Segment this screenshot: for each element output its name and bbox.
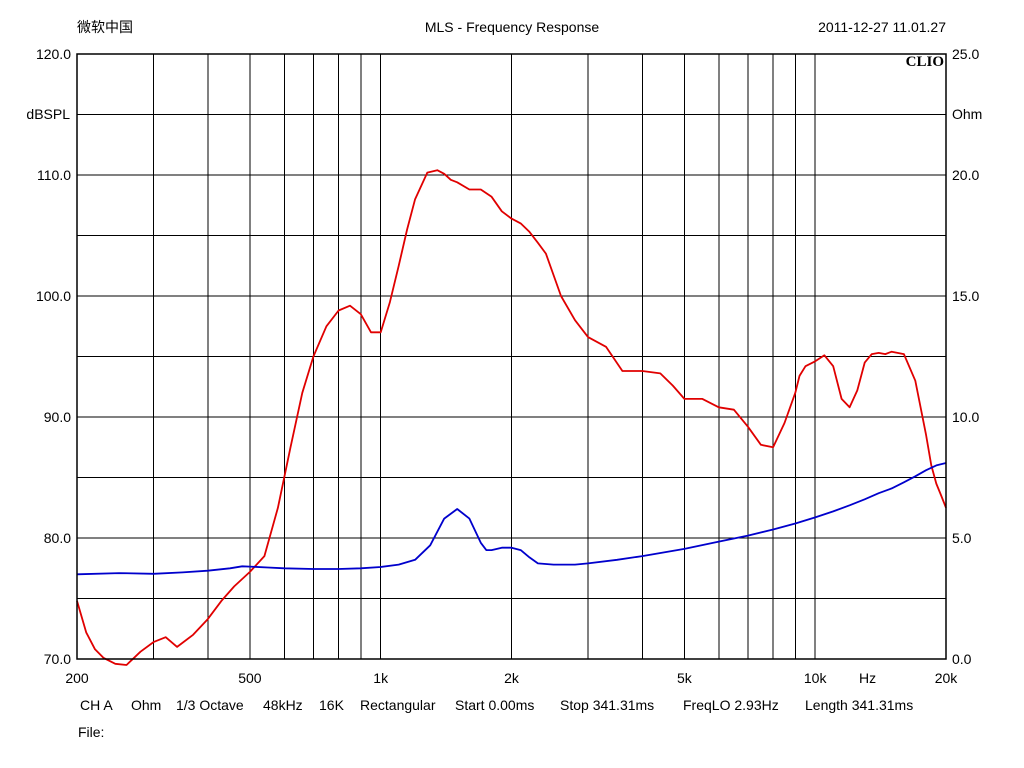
x-tick-label: 2k [504, 670, 519, 686]
footer-stop: Stop 341.31ms [560, 697, 655, 713]
y2-tick-label: 15.0 [952, 288, 980, 304]
y-tick-label: 80.0 [43, 530, 71, 546]
clio-logo: CLIO [905, 54, 944, 70]
footer-file-label: File: [78, 724, 105, 740]
chart-series [76, 169, 947, 666]
footer-channel: CH A [80, 697, 113, 713]
footer-length: Length 341.31ms [805, 697, 914, 713]
footer-start: Start 0.00ms [455, 697, 535, 713]
impedance-curve [76, 462, 947, 576]
x-tick-label: 500 [238, 670, 262, 686]
y-tick-label: 90.0 [43, 409, 71, 425]
y2-tick-label: 10.0 [952, 409, 980, 425]
timestamp: 2011-12-27 11.01.27 [818, 19, 946, 35]
x-tick-label: 200 [65, 670, 89, 686]
footer-smoothing: 1/3 Octave [176, 697, 244, 713]
plot-frame [76, 53, 947, 660]
x-tick-label: 1k [373, 670, 389, 686]
footer-window: Rectangular [360, 697, 436, 713]
spl-curve [76, 169, 947, 666]
y2-tick-label: 25.0 [952, 46, 980, 62]
y-axis-label: dBSPL [26, 106, 70, 122]
y2-tick-label: 20.0 [952, 167, 980, 183]
y2-tick-label: 0.0 [952, 651, 972, 667]
footer-fft-size: 16K [319, 697, 344, 713]
y-tick-label: 70.0 [43, 651, 71, 667]
y2-axis-label: Ohm [952, 106, 983, 122]
chart-grid [77, 54, 946, 659]
footer-sample-rate: 48kHz [263, 697, 303, 713]
y2-tick-label: 5.0 [952, 530, 972, 546]
y-tick-label: 110.0 [37, 167, 71, 183]
x-tick-label: 20k [934, 670, 958, 686]
footer-freqlo: FreqLO 2.93Hz [683, 697, 779, 713]
x-axis-unit: Hz [859, 670, 877, 686]
y-tick-label: 120.0 [35, 46, 71, 62]
chart-title: MLS - Frequency Response [424, 19, 600, 35]
y-tick-label: 100.0 [35, 288, 71, 304]
chart-frame [76, 53, 947, 660]
x-tick-label: 5k [676, 670, 692, 686]
header-left-text: 微软中国 [77, 19, 133, 35]
x-tick-label: 10k [803, 670, 827, 686]
footer-unit: Ohm [131, 697, 162, 713]
